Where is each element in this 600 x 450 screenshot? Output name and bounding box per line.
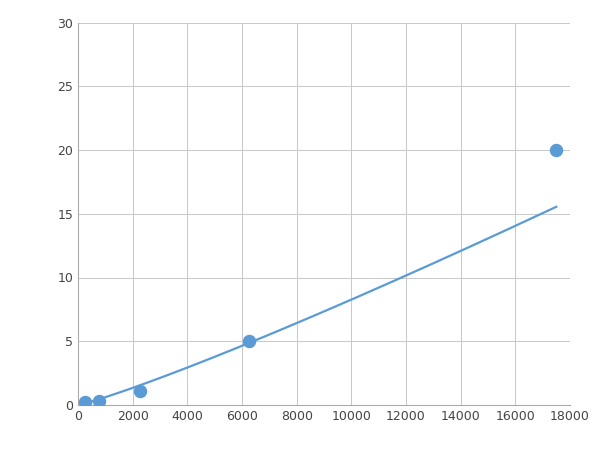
Point [80, 399, 89, 406]
Point [134, 387, 145, 395]
Point [551, 146, 561, 153]
Point [94, 398, 103, 405]
Point [244, 338, 254, 345]
